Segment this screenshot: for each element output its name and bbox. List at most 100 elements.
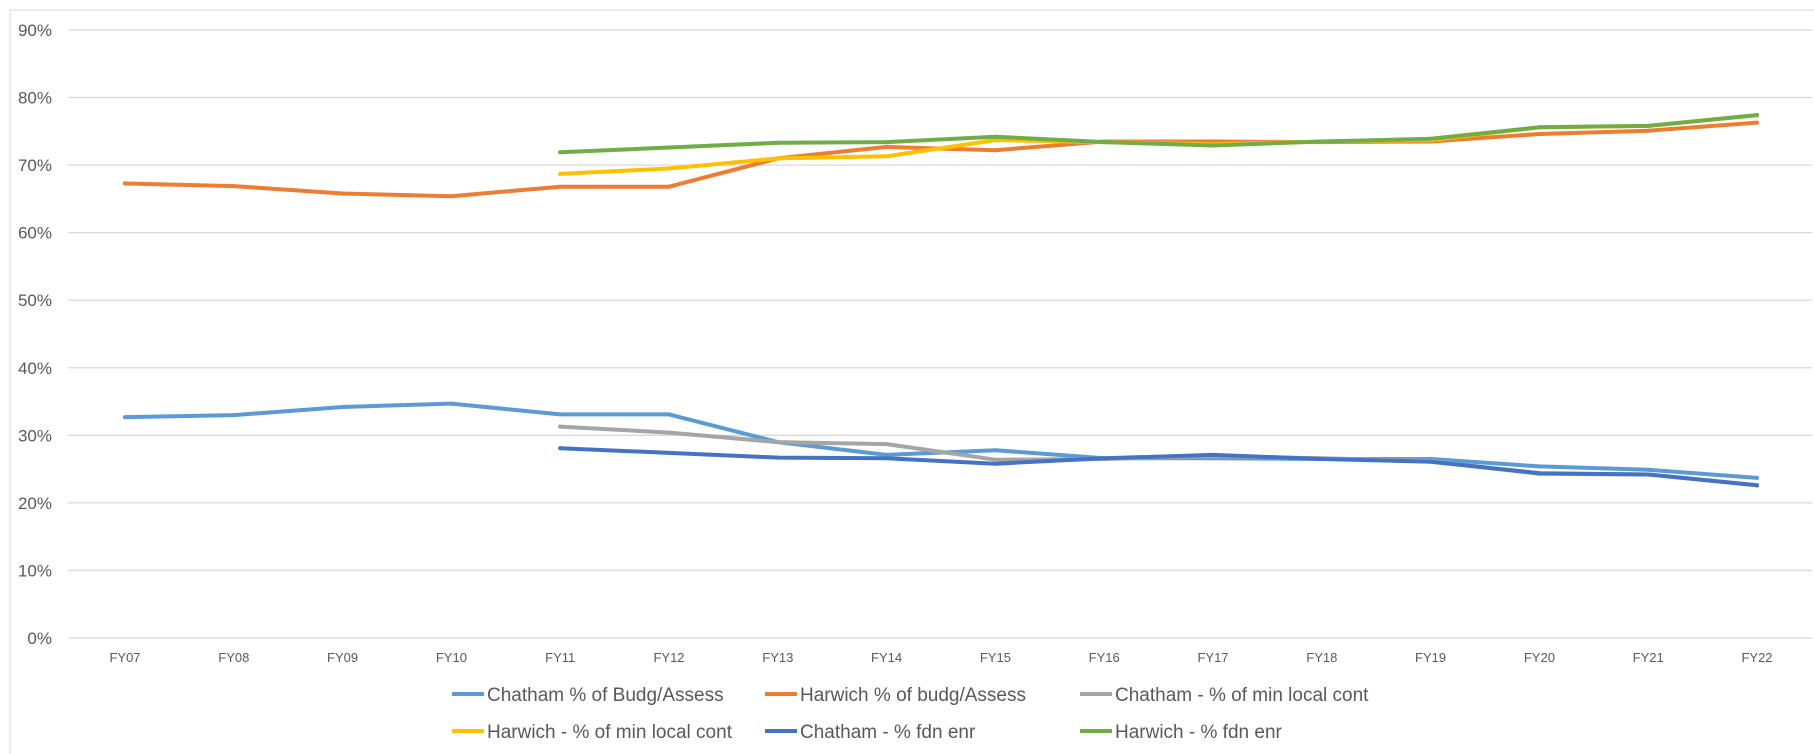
data-point: [1646, 467, 1651, 472]
data-point: [449, 194, 454, 199]
data-point: [340, 191, 345, 196]
data-point: [1646, 123, 1651, 128]
x-tick-label: FY20: [1524, 650, 1555, 665]
data-point: [123, 181, 127, 186]
series-line: [123, 401, 1759, 480]
data-point: [993, 448, 998, 453]
y-tick-label: 50%: [18, 291, 52, 310]
data-point: [667, 145, 671, 150]
data-point: [667, 430, 671, 435]
x-tick-label: FY12: [653, 650, 684, 665]
gridlines: [68, 29, 1812, 639]
data-point: [1755, 120, 1759, 125]
series-line: [558, 446, 1759, 488]
series-group: [558, 113, 1759, 155]
legend-label: Harwich - % of min local cont: [487, 722, 733, 743]
x-tick-label: FY11: [545, 650, 575, 665]
data-point: [667, 184, 671, 189]
x-tick-label: FY07: [109, 650, 140, 665]
data-point: [123, 415, 127, 420]
data-point: [1755, 483, 1759, 488]
data-point: [558, 171, 563, 176]
legend-label: Chatham % of Budg/Assess: [487, 685, 724, 706]
legend: Chatham % of Budg/Assess Harwich % of bud…: [452, 685, 1369, 743]
x-tick-label: FY16: [1089, 650, 1120, 665]
data-point: [993, 148, 998, 153]
x-axis-tick-labels: FY07 FY08 FY09 FY10 FY11 FY12 FY13 FY14 FY15 FY16…: [109, 650, 1772, 665]
x-tick-label: FY10: [436, 650, 467, 665]
y-tick-label: 20%: [18, 494, 52, 513]
data-point: [1319, 139, 1324, 144]
series-group: [123, 401, 1759, 480]
series-lines: [123, 113, 1759, 488]
legend-label: Harwich - % fdn enr: [1115, 722, 1283, 743]
data-point: [1211, 452, 1215, 457]
y-tick-label: 90%: [18, 21, 52, 40]
data-point: [1646, 128, 1651, 133]
y-tick-label: 60%: [18, 224, 52, 243]
data-point: [884, 144, 889, 149]
x-tick-label: FY08: [218, 650, 249, 665]
x-tick-label: FY09: [327, 650, 358, 665]
x-tick-label: FY19: [1415, 650, 1446, 665]
x-tick-label: FY21: [1633, 650, 1664, 665]
data-point: [884, 140, 889, 145]
data-point: [558, 184, 563, 189]
x-tick-label: FY22: [1741, 650, 1772, 665]
data-point: [558, 412, 563, 417]
data-point: [667, 450, 671, 455]
x-tick-label: FY15: [980, 650, 1011, 665]
data-point: [1319, 456, 1324, 461]
series-line: [558, 113, 1759, 155]
data-point: [1537, 464, 1542, 469]
data-point: [775, 156, 780, 161]
legend-item: Harwich - % fdn enr: [1080, 722, 1283, 743]
legend-label: Chatham - % fdn enr: [800, 722, 976, 743]
series-group: [558, 446, 1759, 488]
series-line: [123, 120, 1759, 199]
data-point: [231, 184, 236, 189]
data-point: [884, 452, 889, 457]
data-point: [775, 440, 780, 445]
legend-item: Chatham % of Budg/Assess: [452, 685, 724, 706]
legend-item: Chatham - % fdn enr: [765, 722, 976, 743]
legend-item: Harwich - % of min local cont: [452, 722, 733, 743]
data-point: [993, 457, 998, 462]
data-point: [1537, 125, 1542, 130]
x-tick-label: FY18: [1306, 650, 1337, 665]
data-point: [1102, 456, 1107, 461]
x-tick-label: FY13: [762, 650, 793, 665]
data-point: [449, 401, 454, 406]
data-point: [775, 455, 780, 460]
data-point: [1102, 140, 1107, 145]
y-tick-label: 70%: [18, 156, 52, 175]
legend-item: Harwich % of budg/Assess: [765, 685, 1026, 706]
x-tick-label: FY14: [871, 650, 902, 665]
data-point: [993, 134, 998, 139]
legend-label: Chatham - % of min local cont: [1115, 685, 1369, 706]
data-point: [1537, 132, 1542, 137]
data-point: [667, 412, 671, 417]
y-tick-label: 40%: [18, 359, 52, 378]
data-point: [1211, 143, 1215, 148]
data-point: [1755, 475, 1759, 480]
data-point: [993, 138, 998, 143]
data-point: [1428, 136, 1433, 141]
y-axis-tick-labels: 0% 10% 20% 30% 40% 50% 60% 70% 80% 90%: [18, 21, 52, 648]
legend-label: Harwich % of budg/Assess: [800, 685, 1026, 706]
data-point: [667, 166, 671, 171]
data-point: [775, 140, 780, 145]
data-point: [884, 456, 889, 461]
x-tick-label: FY17: [1197, 650, 1228, 665]
data-point: [558, 446, 563, 451]
data-point: [1537, 471, 1542, 476]
legend-item: Chatham - % of min local cont: [1080, 685, 1369, 706]
data-point: [884, 442, 889, 447]
data-point: [1646, 472, 1651, 477]
data-point: [1755, 113, 1759, 118]
data-point: [231, 413, 236, 418]
data-point: [340, 404, 345, 409]
data-point: [558, 150, 563, 155]
y-tick-label: 80%: [18, 89, 52, 108]
